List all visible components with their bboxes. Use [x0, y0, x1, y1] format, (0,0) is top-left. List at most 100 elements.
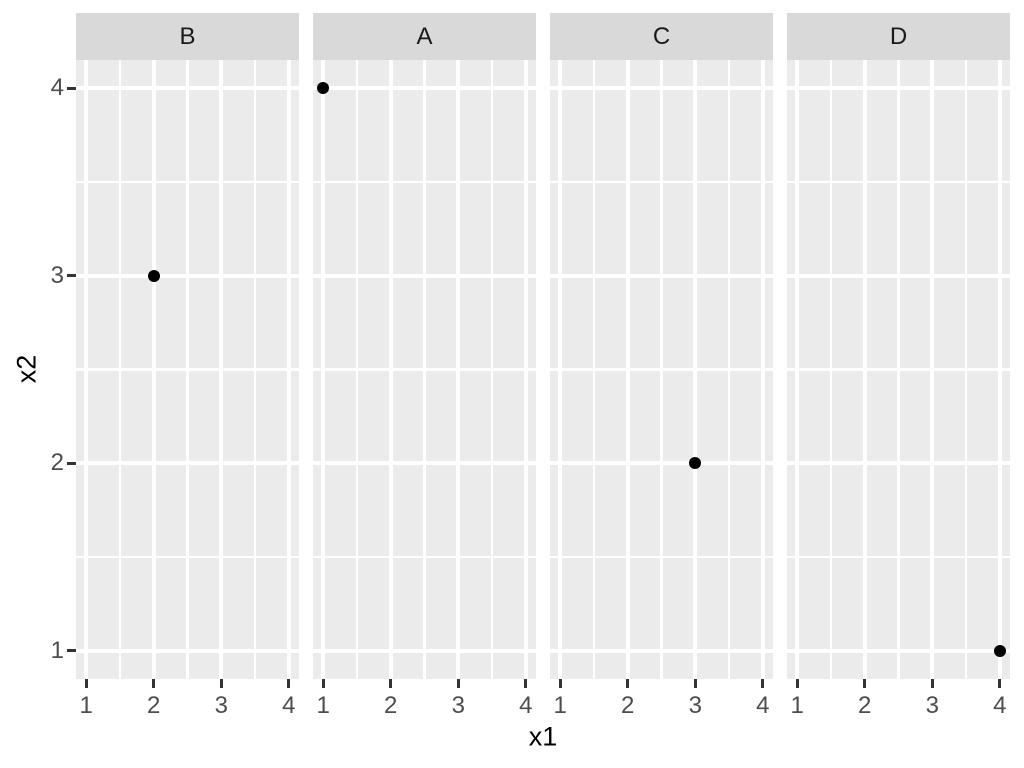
grid-major-h [313, 86, 536, 91]
x-axis-tick [389, 679, 393, 688]
y-tick-label: 1 [50, 636, 64, 664]
facet-strip: D [787, 13, 1010, 60]
x-tick-label: 4 [282, 692, 296, 719]
grid-minor-h [787, 555, 1010, 559]
data-point [993, 644, 1006, 657]
x-tick-label: 1 [553, 692, 567, 719]
y-axis-tick [67, 274, 76, 278]
grid-minor-h [313, 555, 536, 559]
grid-major-h [76, 86, 299, 91]
x-axis-tick [84, 679, 88, 688]
grid-major-v [523, 60, 528, 679]
grid-major-v [321, 60, 326, 679]
y-axis-tick [67, 649, 76, 653]
x-tick-label: 1 [790, 692, 804, 719]
grid-major-h [313, 648, 536, 653]
x-axis-tick [693, 679, 697, 688]
grid-major-h [76, 461, 299, 466]
facet-strip-label: D [889, 22, 908, 50]
grid-major-h [787, 273, 1010, 278]
facet-strip-label: A [416, 22, 433, 50]
grid-major-v [997, 60, 1002, 679]
facet-strip-label: B [179, 22, 196, 50]
x-axis-tick [287, 679, 291, 688]
grid-major-h [550, 273, 773, 278]
x-tick-label: 2 [147, 692, 161, 719]
grid-major-h [76, 273, 299, 278]
facet-panel [550, 60, 773, 679]
x-axis-tick [795, 679, 799, 688]
grid-major-v [930, 60, 935, 679]
facet-panel [76, 60, 299, 679]
grid-major-v [862, 60, 867, 679]
grid-minor-h [76, 180, 299, 184]
x-axis-tick [761, 679, 765, 688]
grid-major-v [693, 60, 698, 679]
data-point [317, 82, 330, 95]
x-tick-label: 1 [79, 692, 93, 719]
y-axis-title: x2 [11, 354, 42, 384]
facet-strip: C [550, 13, 773, 60]
grid-major-h [313, 273, 536, 278]
x-axis-title: x1 [528, 721, 558, 752]
grid-major-v [84, 60, 89, 679]
grid-major-v [558, 60, 563, 679]
grid-minor-h [550, 368, 773, 371]
x-tick-label: 2 [858, 692, 872, 719]
facet-strip: B [76, 13, 299, 60]
grid-minor-h [550, 555, 773, 559]
x-tick-label: 3 [688, 692, 702, 719]
grid-major-h [550, 648, 773, 653]
x-axis-tick [321, 679, 325, 688]
facet-panel [313, 60, 536, 679]
grid-major-h [787, 86, 1010, 91]
grid-major-h [787, 648, 1010, 653]
grid-major-h [787, 461, 1010, 466]
grid-major-h [313, 461, 536, 466]
facet-strip: A [313, 13, 536, 60]
grid-major-h [550, 461, 773, 466]
x-axis-tick [998, 679, 1002, 688]
grid-major-v [625, 60, 630, 679]
grid-minor-h [76, 368, 299, 371]
grid-major-v [151, 60, 156, 679]
grid-major-v [795, 60, 800, 679]
x-tick-label: 4 [993, 692, 1007, 719]
grid-major-v [456, 60, 461, 679]
x-tick-label: 3 [214, 692, 228, 719]
grid-major-v [388, 60, 393, 679]
grid-minor-h [313, 368, 536, 371]
x-tick-label: 2 [384, 692, 398, 719]
y-axis-tick [67, 461, 76, 465]
x-tick-label: 4 [519, 692, 533, 719]
x-tick-label: 1 [316, 692, 330, 719]
grid-minor-h [550, 180, 773, 184]
x-axis-tick [219, 679, 223, 688]
y-tick-label: 2 [50, 449, 64, 477]
grid-major-v [286, 60, 291, 679]
facet-panel [787, 60, 1010, 679]
x-tick-label: 4 [756, 692, 770, 719]
x-tick-label: 2 [621, 692, 635, 719]
x-axis-tick [626, 679, 630, 688]
y-axis-tick [67, 86, 76, 90]
grid-major-h [76, 648, 299, 653]
x-axis-tick [930, 679, 934, 688]
grid-minor-h [76, 555, 299, 559]
grid-minor-h [313, 180, 536, 184]
y-tick-label: 4 [50, 74, 64, 102]
x-axis-tick [558, 679, 562, 688]
grid-major-v [760, 60, 765, 679]
data-point [147, 269, 160, 282]
grid-minor-h [787, 180, 1010, 184]
data-point [689, 457, 702, 470]
grid-major-v [219, 60, 224, 679]
grid-minor-h [787, 368, 1010, 371]
x-axis-tick [863, 679, 867, 688]
x-axis-tick [456, 679, 460, 688]
y-tick-label: 3 [50, 261, 64, 289]
x-axis-tick [152, 679, 156, 688]
x-axis-tick [524, 679, 528, 688]
grid-major-h [550, 86, 773, 91]
